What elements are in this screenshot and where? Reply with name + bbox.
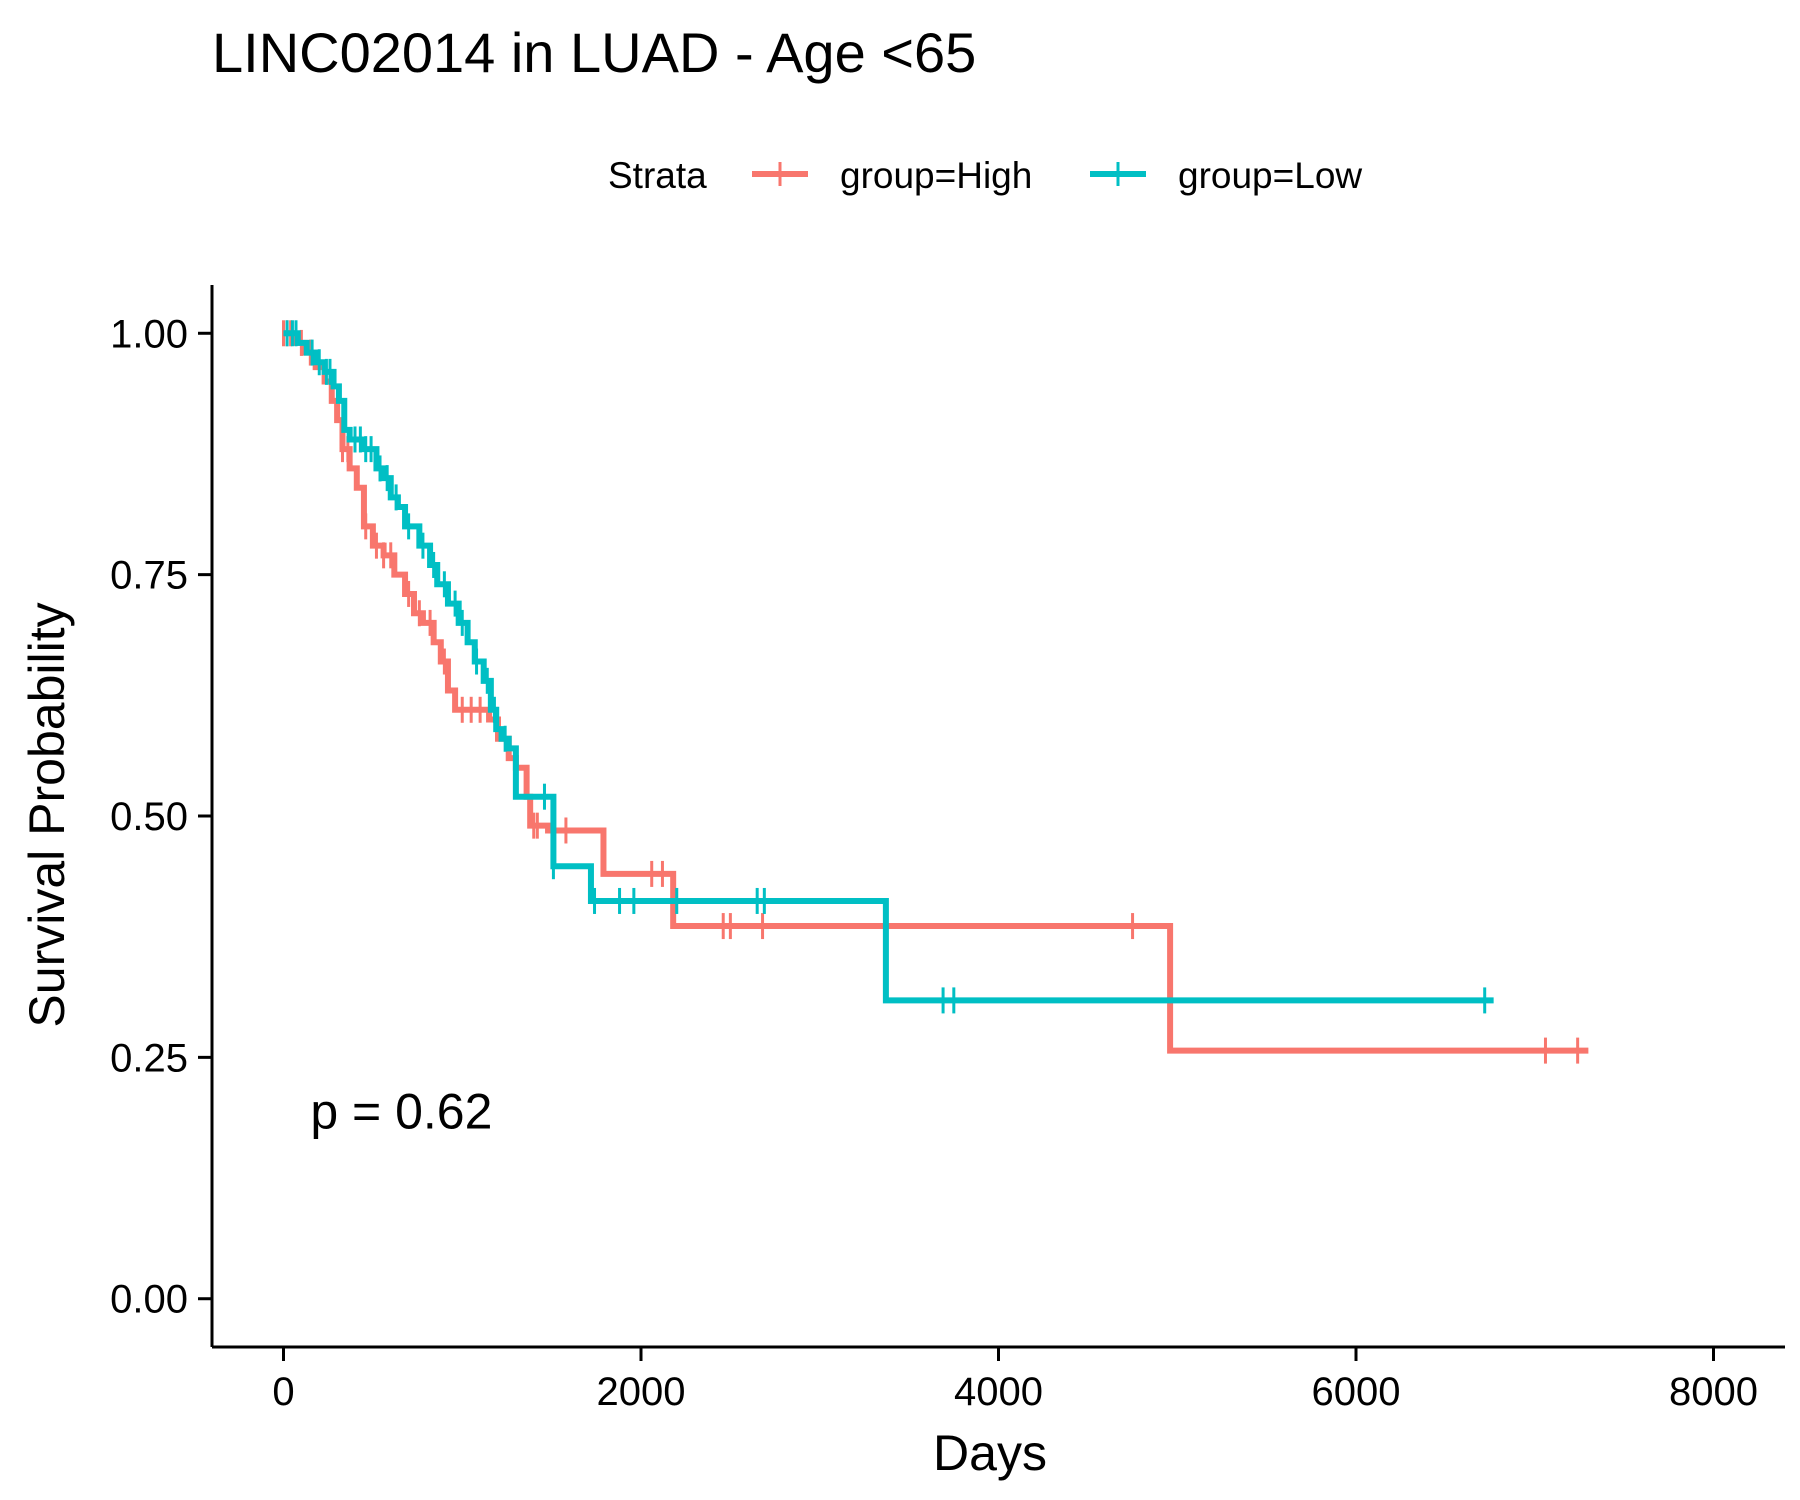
chart-title: LINC02014 in LUAD - Age <65	[212, 21, 976, 84]
y-tick-label: 0.75	[110, 554, 188, 598]
x-tick-label: 4000	[954, 1370, 1043, 1414]
x-tick-label: 2000	[597, 1370, 686, 1414]
legend: Strata group=High group=Low	[608, 155, 1362, 196]
survival-curves	[282, 320, 1589, 1064]
x-axis-title: Days	[933, 1425, 1047, 1481]
y-axis-title: Survival Probability	[19, 602, 75, 1027]
y-tick-label: 1.00	[110, 312, 188, 356]
y-tick-label: 0.25	[110, 1036, 188, 1080]
curve-group-low	[283, 320, 1494, 1014]
p-value-annotation: p = 0.62	[310, 1083, 492, 1139]
x-tick-label: 8000	[1669, 1370, 1758, 1414]
legend-label-low: group=Low	[1178, 155, 1362, 196]
legend-label-high: group=High	[840, 155, 1032, 196]
legend-item-low: group=Low	[1090, 155, 1362, 196]
axes	[210, 285, 1785, 1349]
x-tick-label: 0	[272, 1370, 294, 1414]
x-axis-ticks: 0 2000 4000 6000 8000	[272, 1347, 1758, 1414]
legend-item-high: group=High	[752, 155, 1032, 196]
x-tick-label: 6000	[1312, 1370, 1401, 1414]
legend-title: Strata	[608, 155, 707, 196]
survival-curve-high	[283, 330, 1589, 1054]
y-tick-label: 0.50	[110, 795, 188, 839]
y-axis-ticks: 0.00 0.25 0.50 0.75 1.00	[110, 312, 212, 1322]
y-tick-label: 0.00	[110, 1278, 188, 1322]
curve-group-high	[282, 320, 1589, 1064]
survival-curve-low	[283, 330, 1494, 1004]
